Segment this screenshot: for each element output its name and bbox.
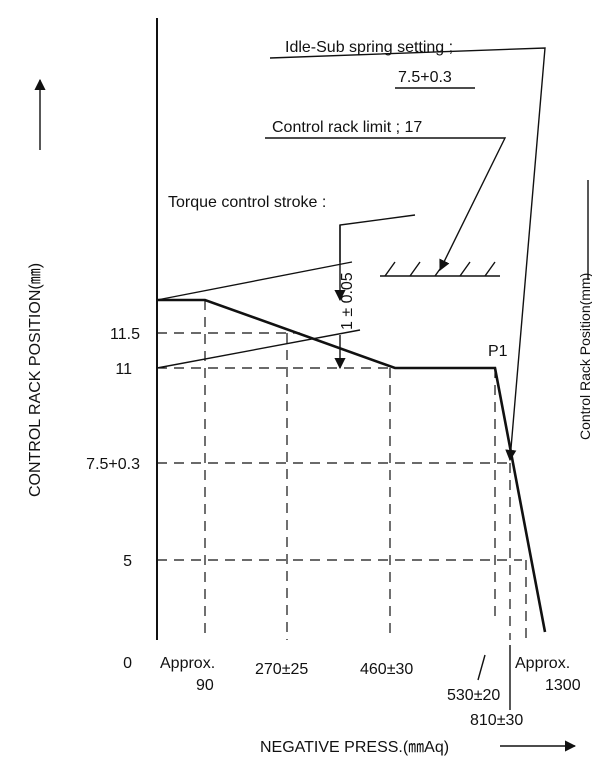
y-label: 11 — [115, 361, 132, 378]
point-label: P1 — [488, 343, 508, 360]
x-label: Approx. — [515, 655, 570, 672]
y-label: 11.5 — [110, 326, 140, 343]
x-label: 530±20 — [447, 687, 500, 704]
x-label: 460±30 — [360, 661, 413, 678]
stroke-value: 1 ± 0.05 — [339, 272, 356, 330]
x-label: 810±30 — [470, 712, 523, 729]
y-axis-title: CONTROL RACK POSITION(㎜) — [27, 263, 44, 497]
idle-sub-label: Idle-Sub spring setting ; — [285, 39, 453, 56]
x-label: Approx. — [160, 655, 215, 672]
y-label: 5 — [123, 553, 132, 570]
leaders — [156, 47, 546, 710]
guide-lines — [157, 300, 527, 640]
idle-sub-value: 7.5+0.3 — [398, 69, 452, 86]
curve — [157, 298, 547, 633]
right-cut-label: Control Rack Position(mm) — [577, 273, 592, 440]
axes — [34, 18, 589, 752]
y-label: 0 — [123, 655, 132, 672]
x-label: 270±25 — [255, 661, 308, 678]
y-label: 7.5+0.3 — [86, 456, 140, 473]
torque-stroke-label: Torque control stroke : — [168, 194, 326, 211]
x-label: 1300 — [545, 677, 581, 694]
x-label: 90 — [196, 677, 214, 694]
rack-limit-label: Control rack limit ; 17 — [272, 119, 422, 136]
x-axis-title: NEGATIVE PRESS.(㎜Aq) — [260, 739, 449, 756]
